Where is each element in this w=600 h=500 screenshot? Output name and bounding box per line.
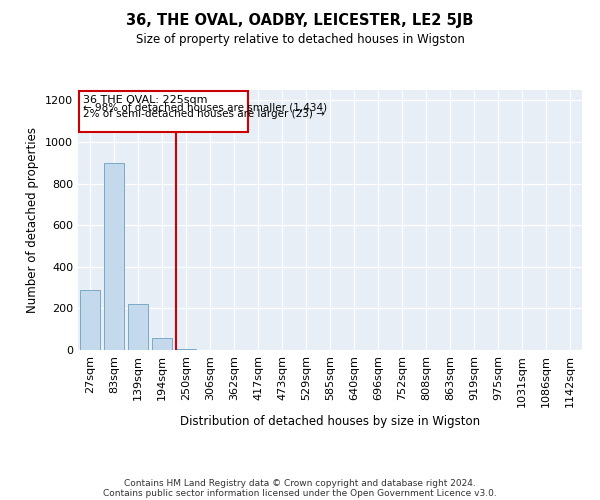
Y-axis label: Number of detached properties: Number of detached properties [26, 127, 40, 313]
Text: Contains HM Land Registry data © Crown copyright and database right 2024.: Contains HM Land Registry data © Crown c… [124, 478, 476, 488]
X-axis label: Distribution of detached houses by size in Wigston: Distribution of detached houses by size … [180, 415, 480, 428]
FancyBboxPatch shape [79, 91, 248, 132]
Bar [152, 338, 172, 350]
Text: Contains public sector information licensed under the Open Government Licence v3: Contains public sector information licen… [103, 488, 497, 498]
Text: ← 98% of detached houses are smaller (1,434): ← 98% of detached houses are smaller (1,… [83, 102, 327, 113]
Text: Size of property relative to detached houses in Wigston: Size of property relative to detached ho… [136, 32, 464, 46]
Bar [80, 290, 100, 350]
Bar [128, 304, 148, 350]
Text: 2% of semi-detached houses are larger (23) →: 2% of semi-detached houses are larger (2… [83, 110, 325, 120]
Bar [104, 163, 124, 350]
Text: 36 THE OVAL: 225sqm: 36 THE OVAL: 225sqm [83, 95, 208, 105]
Text: 36, THE OVAL, OADBY, LEICESTER, LE2 5JB: 36, THE OVAL, OADBY, LEICESTER, LE2 5JB [127, 12, 473, 28]
Bar [176, 349, 196, 350]
